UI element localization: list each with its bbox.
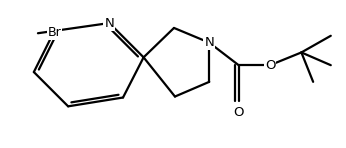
- Text: O: O: [234, 106, 244, 119]
- Text: O: O: [265, 59, 275, 72]
- Text: N: N: [204, 36, 214, 49]
- Text: Br: Br: [48, 26, 62, 39]
- Text: N: N: [104, 17, 114, 30]
